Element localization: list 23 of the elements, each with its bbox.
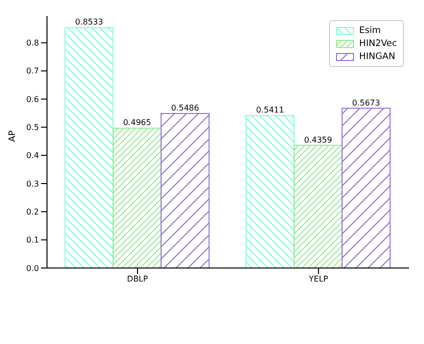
y-tick-label: 0.5 (26, 123, 39, 132)
legend-label: Esim (359, 26, 381, 36)
y-tick-label: 0.8 (26, 38, 39, 48)
x-tick-label: DBLP (127, 274, 148, 284)
y-tick-label: 0.2 (26, 208, 39, 217)
data-label: 0.5486 (171, 104, 200, 113)
y-tick-label: 0.3 (26, 179, 39, 188)
x-tick-label: YELP (308, 274, 328, 284)
data-label: 0.5411 (256, 106, 284, 115)
y-tick-label: 0.1 (26, 236, 39, 245)
y-tick-label: 0.4 (26, 151, 39, 160)
legend-label: HINGAN (359, 52, 396, 62)
legend-label: HIN2Vec (359, 38, 397, 48)
data-label: 0.4965 (123, 118, 152, 128)
y-tick-label: 0.0 (26, 264, 39, 273)
data-label: 0.5673 (352, 98, 380, 108)
bar (246, 115, 295, 268)
y-tick-label: 0.6 (26, 94, 39, 104)
y-tick-label: 0.7 (26, 66, 39, 76)
data-label: 0.8533 (75, 18, 104, 27)
data-label: 0.4359 (304, 135, 332, 144)
bar (64, 27, 114, 268)
y-axis-title: AP (8, 130, 18, 142)
